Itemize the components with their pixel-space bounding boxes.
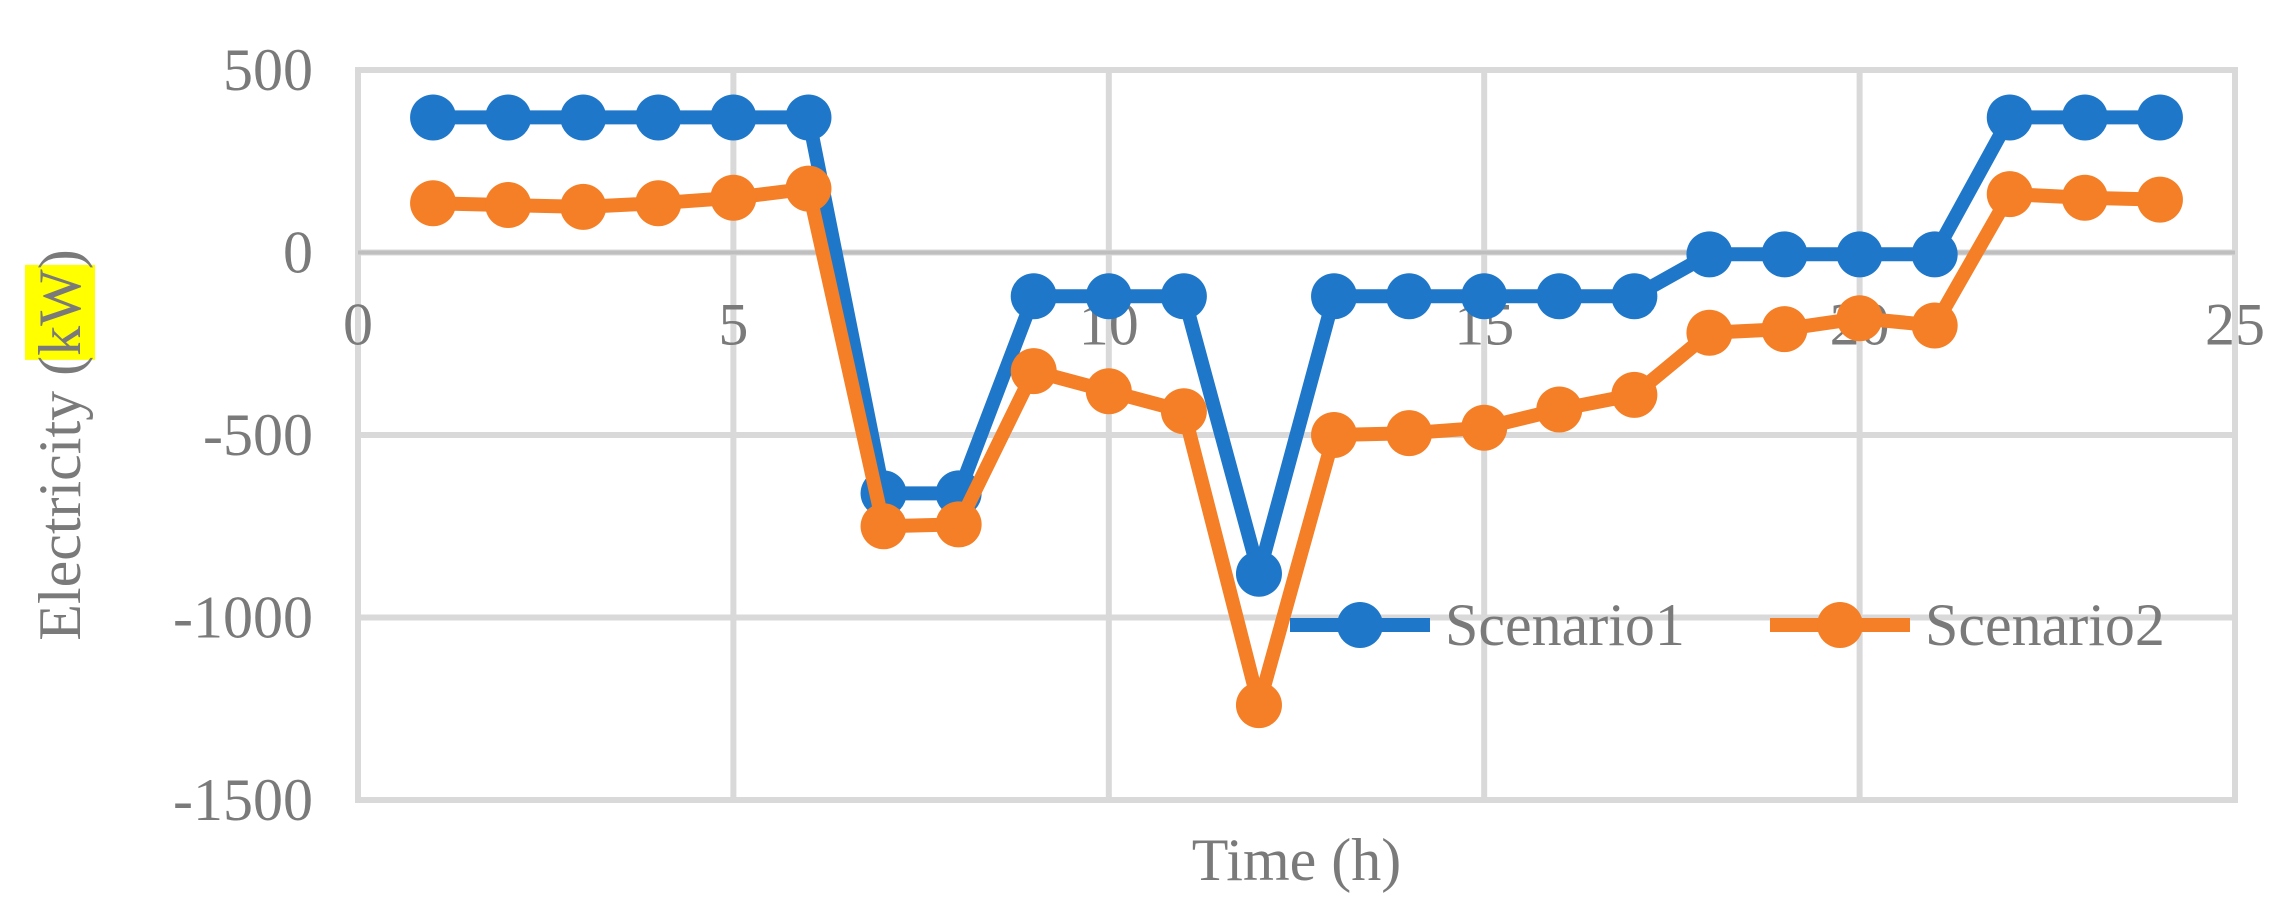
data-point [410, 180, 457, 227]
data-point [2061, 94, 2108, 141]
legend-item-2: Scenario2 [1770, 592, 2165, 658]
data-point [1911, 231, 1958, 278]
x-tick-label: 0 [343, 292, 373, 358]
legend-swatch-marker [1817, 602, 1863, 648]
plot-area-border [355, 67, 2238, 803]
y-axis-title-prefix: Electricity ( [27, 356, 93, 641]
y-tick-label: -1000 [173, 585, 313, 651]
data-point [860, 503, 907, 550]
y-tick-label: 0 [283, 220, 313, 286]
series-1 [410, 94, 2183, 597]
data-point [1461, 404, 1508, 451]
y-tick-label: 500 [223, 37, 313, 103]
data-point [485, 94, 532, 141]
data-point [1311, 273, 1358, 320]
y-axis-title-unit: kW [27, 269, 93, 356]
data-point [1010, 273, 1057, 320]
unit-highlight [25, 264, 95, 360]
data-point [635, 94, 682, 141]
data-point [710, 94, 757, 141]
data-point [2136, 176, 2183, 223]
data-point [1235, 682, 1282, 729]
data-point [1160, 273, 1207, 320]
x-tick-label: 25 [2205, 292, 2265, 358]
legend-label: Scenario1 [1445, 592, 1685, 658]
data-point [710, 174, 757, 221]
series-line [433, 110, 2160, 581]
data-point [1386, 273, 1433, 320]
data-point [1611, 371, 1658, 418]
y-tick-label: -500 [203, 402, 313, 468]
data-point [935, 501, 982, 548]
data-point [1461, 273, 1508, 320]
data-point [1911, 302, 1958, 349]
data-point [1085, 273, 1132, 320]
legend-label: Scenario2 [1925, 592, 2165, 658]
data-point [1235, 550, 1282, 597]
data-point [1986, 94, 2033, 141]
data-point [1686, 231, 1733, 278]
data-point [485, 182, 532, 229]
data-point [2136, 94, 2183, 141]
data-point [1986, 171, 2033, 218]
data-point [1386, 410, 1433, 457]
series-layer [410, 94, 2183, 729]
legend: Scenario1 Scenario2 [1290, 592, 2165, 658]
y-axis-title: Electricity (kW) [27, 249, 93, 640]
data-point [1611, 273, 1658, 320]
data-point [1536, 273, 1583, 320]
series-2 [410, 165, 2183, 729]
y-tick-label: -1500 [173, 767, 313, 833]
data-point [1686, 309, 1733, 356]
data-point [785, 165, 832, 212]
data-point [1836, 231, 1883, 278]
data-point [785, 94, 832, 141]
data-point [1761, 231, 1808, 278]
legend-swatch-marker [1337, 602, 1383, 648]
data-point [1010, 348, 1057, 395]
data-point [1160, 388, 1207, 435]
data-point [1761, 306, 1808, 353]
data-point [410, 94, 457, 141]
data-point [560, 94, 607, 141]
data-point [560, 183, 607, 230]
legend-item-1: Scenario1 [1290, 592, 1685, 658]
data-point [1836, 295, 1883, 342]
data-point [635, 180, 682, 227]
x-axis-title: Time (h) [1192, 827, 1401, 893]
data-point [2061, 174, 2108, 221]
y-axis-title-suffix: ) [27, 249, 93, 269]
x-tick-label: 5 [718, 292, 748, 358]
data-point [1536, 386, 1583, 433]
data-point [1085, 368, 1132, 415]
data-point [1311, 412, 1358, 458]
